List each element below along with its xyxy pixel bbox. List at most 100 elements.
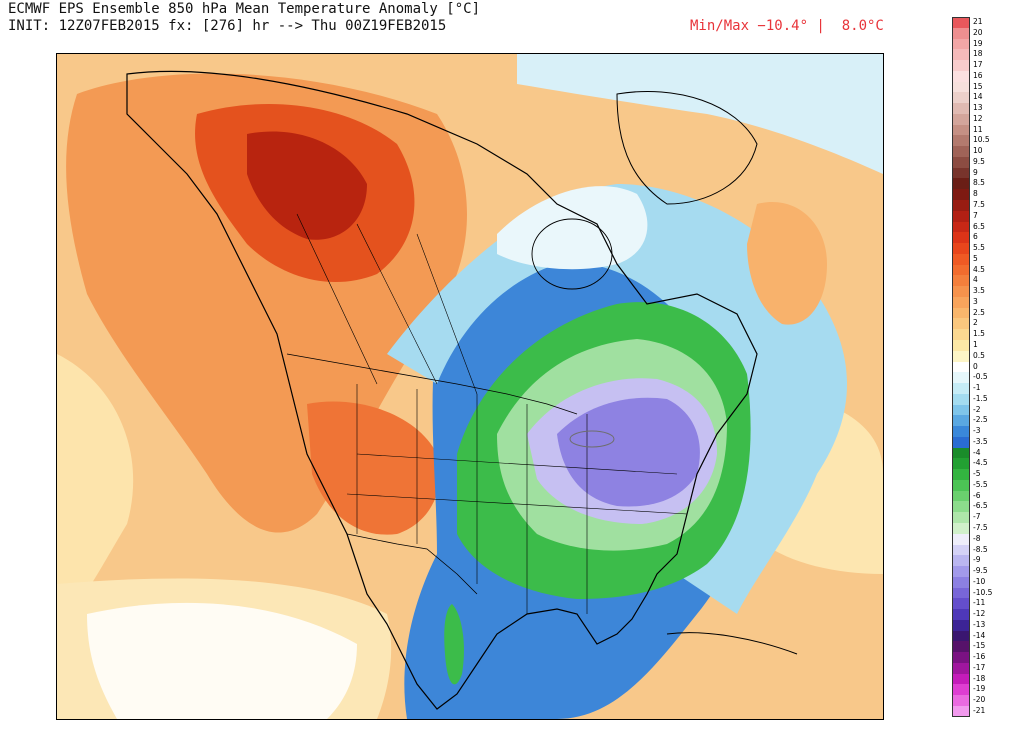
colorbar-swatch bbox=[952, 339, 970, 351]
colorbar-label: 2 bbox=[973, 318, 978, 328]
colorbar-swatch bbox=[952, 113, 970, 125]
colorbar-swatch bbox=[952, 576, 970, 588]
us-mexico-border bbox=[346, 533, 478, 595]
colorbar-label: 15 bbox=[973, 81, 983, 91]
colorbar-label: 17 bbox=[973, 60, 983, 70]
colorbar-swatch bbox=[952, 372, 970, 384]
colorbar-swatch bbox=[952, 156, 970, 168]
colorbar-swatch bbox=[952, 652, 970, 663]
colorbar-swatch bbox=[952, 167, 970, 179]
state-line-g bbox=[346, 493, 688, 515]
temperature-colorbar bbox=[952, 17, 970, 717]
forecast-init-info: INIT: 12Z07FEB2015 fx: [276] hr --> Thu … bbox=[8, 18, 447, 34]
anomaly-pale-west-ocean bbox=[57, 354, 134, 624]
colorbar-label: -5.5 bbox=[973, 479, 988, 489]
colorbar-swatch bbox=[952, 124, 970, 136]
us-canada-border bbox=[286, 353, 578, 415]
colorbar-label: 3.5 bbox=[973, 286, 985, 296]
colorbar-swatch bbox=[952, 630, 970, 642]
colorbar-label: -8 bbox=[973, 533, 981, 543]
colorbar-label: -1.5 bbox=[973, 393, 988, 403]
colorbar-swatch bbox=[952, 350, 970, 362]
colorbar-label: -9 bbox=[973, 555, 981, 565]
colorbar-swatch bbox=[952, 178, 970, 190]
colorbar-swatch bbox=[952, 49, 970, 61]
colorbar-label: 10.5 bbox=[973, 135, 990, 145]
colorbar-label: 1 bbox=[973, 339, 978, 349]
colorbar-label: 14 bbox=[973, 92, 983, 102]
colorbar-swatch bbox=[952, 533, 970, 545]
colorbar-swatch bbox=[952, 501, 970, 513]
colorbar-swatch bbox=[952, 70, 970, 82]
colorbar-label: 4.5 bbox=[973, 264, 985, 274]
colorbar-swatch bbox=[952, 81, 970, 93]
colorbar-swatch bbox=[952, 512, 970, 523]
colorbar-label: 18 bbox=[973, 49, 983, 59]
colorbar-label: -16 bbox=[973, 652, 986, 662]
colorbar-swatch bbox=[952, 38, 970, 50]
colorbar-label: 21 bbox=[973, 17, 983, 26]
colorbar-label: 0.5 bbox=[973, 350, 985, 360]
colorbar-label: -3 bbox=[973, 426, 981, 436]
state-line-f bbox=[356, 453, 678, 475]
colorbar-swatch bbox=[952, 598, 970, 610]
colorbar-label: 5.5 bbox=[973, 243, 985, 253]
colorbar-swatch bbox=[952, 286, 970, 297]
colorbar-label: -2 bbox=[973, 404, 981, 414]
colorbar-swatch bbox=[952, 329, 970, 340]
colorbar-label: -4.5 bbox=[973, 458, 988, 468]
colorbar-swatch bbox=[952, 490, 970, 502]
colorbar-label: 8.5 bbox=[973, 178, 985, 188]
colorbar-label: -8.5 bbox=[973, 544, 988, 554]
colorbar-swatch bbox=[952, 232, 970, 244]
colorbar-label: -19 bbox=[973, 684, 986, 694]
colorbar-swatch bbox=[952, 544, 970, 556]
colorbar-swatch bbox=[952, 307, 970, 319]
colorbar-label: -10 bbox=[973, 576, 986, 586]
colorbar-label: -1 bbox=[973, 383, 981, 393]
colorbar-swatch bbox=[952, 361, 970, 373]
colorbar-label: -14 bbox=[973, 630, 986, 640]
colorbar-label: 8 bbox=[973, 189, 978, 199]
colorbar-swatch bbox=[952, 146, 970, 157]
colorbar-label: 1.5 bbox=[973, 329, 985, 339]
province-line-b bbox=[356, 223, 438, 385]
colorbar-swatch bbox=[952, 458, 970, 470]
colorbar-swatch bbox=[952, 436, 970, 448]
greenland-outline bbox=[616, 90, 758, 205]
colorbar-swatch bbox=[952, 641, 970, 653]
colorbar-swatch bbox=[952, 210, 970, 222]
colorbar-swatch bbox=[952, 318, 970, 330]
colorbar-swatch bbox=[952, 253, 970, 265]
hudson-bay bbox=[531, 218, 613, 290]
colorbar-swatch bbox=[952, 404, 970, 416]
continent-outline bbox=[126, 70, 758, 710]
colorbar-label: 7 bbox=[973, 210, 978, 220]
colorbar-swatch bbox=[952, 200, 970, 211]
colorbar-label: 6 bbox=[973, 232, 978, 242]
colorbar-label: 11 bbox=[973, 124, 983, 134]
colorbar-swatch bbox=[952, 619, 970, 631]
colorbar-swatch bbox=[952, 243, 970, 254]
anomaly-warm-southwest bbox=[307, 401, 440, 535]
colorbar-label: -11 bbox=[973, 598, 986, 608]
anomaly-white-pacific bbox=[87, 602, 357, 719]
colorbar-swatch bbox=[952, 103, 970, 114]
colorbar-swatch bbox=[952, 264, 970, 276]
colorbar-swatch bbox=[952, 447, 970, 459]
anomaly-warm-atlantic bbox=[747, 202, 827, 325]
map-title: ECMWF EPS Ensemble 850 hPa Mean Temperat… bbox=[8, 1, 481, 17]
colorbar-label: -0.5 bbox=[973, 372, 988, 382]
colorbar-label: -13 bbox=[973, 619, 986, 629]
anomaly-cold-mexico-green bbox=[444, 604, 464, 685]
colorbar-label: 0 bbox=[973, 361, 978, 371]
min-max-readout: Min/Max −10.4° | 8.0°C bbox=[690, 18, 884, 34]
colorbar-swatch bbox=[952, 383, 970, 394]
colorbar-swatch bbox=[952, 469, 970, 480]
colorbar-label: -17 bbox=[973, 662, 986, 672]
colorbar-swatch bbox=[952, 135, 970, 147]
colorbar-swatch bbox=[952, 27, 970, 39]
colorbar-swatch bbox=[952, 17, 970, 28]
anomaly-map bbox=[56, 53, 884, 720]
colorbar-label: 19 bbox=[973, 38, 983, 48]
